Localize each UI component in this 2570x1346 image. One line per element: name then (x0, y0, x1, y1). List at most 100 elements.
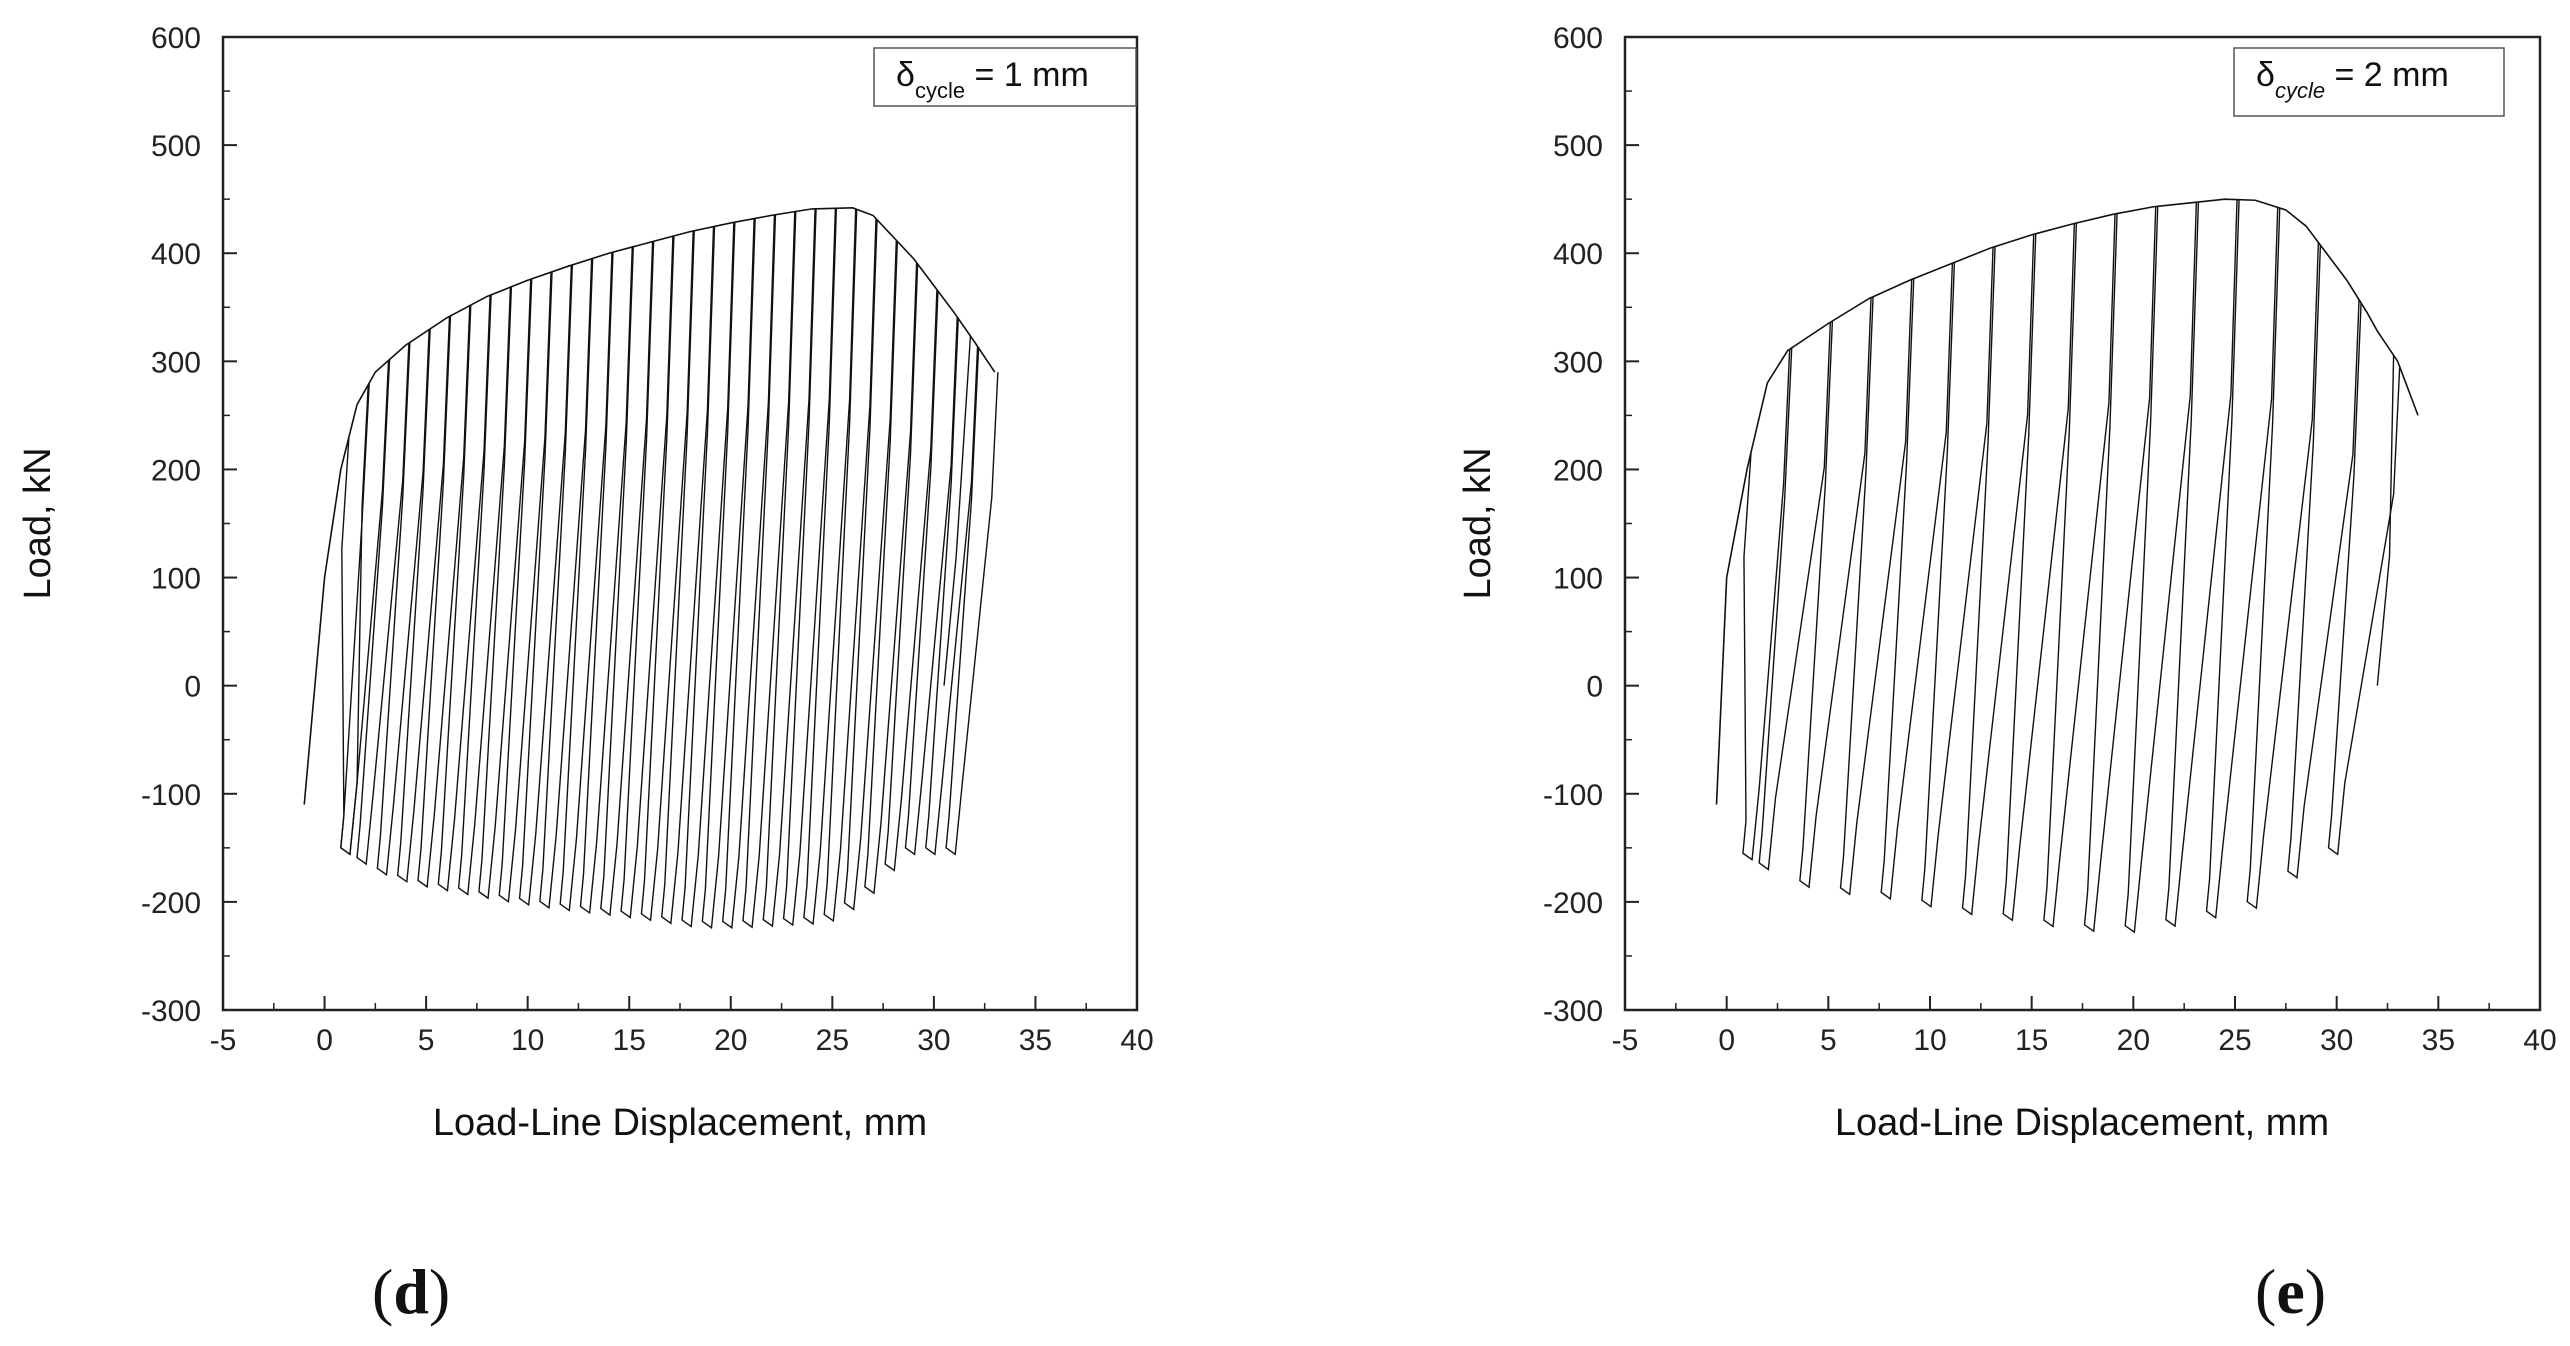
cycle-loop (579, 246, 633, 915)
y-tick-label: -300 (141, 995, 201, 1028)
cycle-loop (559, 252, 613, 912)
final-unload-curve (943, 335, 972, 686)
panel-label-e: (e) (2255, 1256, 2327, 1327)
legend-box (2233, 47, 2505, 117)
y-tick-label: -200 (1543, 887, 1603, 920)
x-axis-title: Load-Line Displacement, mm (433, 1102, 927, 1144)
hysteresis-curves (1715, 198, 2419, 934)
x-tick-label: 5 (1820, 1024, 1837, 1057)
y-tick-label: 100 (151, 563, 201, 596)
cycle-loop (1921, 247, 1994, 908)
y-tick-label: 200 (1553, 454, 1603, 487)
chart-panel-d: -5 0 5 10 15 20 25 30 35 40 -300 -200 -100 0 100 200 300… (17, 22, 1154, 1144)
cycle-loop (620, 236, 674, 919)
cycle-loop (2287, 245, 2360, 879)
cycle-loop (2124, 202, 2198, 934)
cycle-loop (340, 360, 390, 856)
y-tick-label: 0 (184, 671, 201, 704)
cycle-loop (356, 343, 410, 866)
hysteresis-curves (303, 207, 999, 930)
cycle-loop (457, 287, 512, 896)
cycle-loop (762, 208, 816, 928)
x-tick-label: 35 (2422, 1024, 2455, 1057)
x-tick-label: 35 (1019, 1024, 1052, 1057)
cycle-loop (660, 226, 715, 925)
y-axis-title: Load, kN (1457, 447, 1499, 599)
x-tick-label: 10 (1913, 1024, 1946, 1057)
y-tick-label: -300 (1543, 995, 1603, 1028)
y-tick-label: 400 (1553, 238, 1603, 271)
cycle-loop (640, 230, 694, 922)
y-tick-label: 100 (1553, 563, 1603, 596)
y-axis-title: Load, kN (17, 447, 59, 599)
x-tick-label: 15 (613, 1024, 646, 1057)
cycle-loop (681, 222, 735, 928)
cycle-loop (782, 208, 837, 927)
cycle-loop (2246, 208, 2320, 910)
cycle-loop (1742, 349, 1791, 861)
x-tick-label: 30 (2320, 1024, 2353, 1057)
x-tick-label: 20 (2117, 1024, 2150, 1057)
cycle-loop (884, 264, 938, 872)
x-tick-label: 40 (1120, 1024, 1153, 1057)
cycle-loop (498, 272, 552, 903)
cycle-loop (701, 218, 755, 930)
plot-frame (1623, 35, 2542, 1012)
cycle-loop (600, 241, 654, 917)
x-tick-label: 15 (2015, 1024, 2048, 1057)
cycle-loop (925, 318, 979, 856)
x-tick-label: 25 (2218, 1024, 2251, 1057)
cycle-loop (518, 265, 573, 907)
cycle-loop (2083, 206, 2157, 933)
cycle-loop (1758, 322, 1832, 871)
cycle-loop (1961, 234, 2035, 916)
y-tick-label: 400 (151, 238, 201, 271)
x-tick-label: 20 (714, 1024, 747, 1057)
y-tick-label: 0 (1586, 671, 1603, 704)
cycle-loop (843, 219, 898, 911)
chart-panel-e: -5 0 5 10 15 20 25 30 35 40 -300 -200 -100 0 100 200 300… (1457, 22, 2557, 1144)
y-tick-label: 300 (151, 346, 201, 379)
cycle-loop (478, 279, 532, 900)
x-axis-title: Load-Line Displacement, mm (1835, 1102, 2329, 1144)
cycle-loop (742, 211, 796, 929)
cycle-loop (2205, 199, 2279, 919)
cycle-loop (2165, 199, 2238, 928)
cycle-loop (2327, 302, 2401, 856)
cycle-loop (864, 241, 918, 895)
cycle-loop (437, 295, 491, 892)
y-tick-label: -100 (141, 779, 201, 812)
y-tick-label: 200 (151, 454, 201, 487)
cycle-loop (721, 214, 776, 930)
cycle-loop (2043, 213, 2116, 928)
legend-box (873, 47, 1137, 107)
cycle-loop (396, 316, 451, 884)
cycle-loop (417, 305, 471, 889)
x-tick-label: -5 (1612, 1024, 1639, 1057)
final-unload-curve (2376, 355, 2395, 686)
x-tick-label: 0 (1718, 1024, 1735, 1057)
cycle-loop (1839, 279, 1913, 896)
cycle-loop (904, 291, 958, 856)
x-tick-label: 40 (2523, 1024, 2556, 1057)
y-tick-label: 500 (1553, 130, 1603, 163)
envelope-curve (303, 207, 996, 805)
cycle-loop (2002, 223, 2076, 922)
y-tick-label: 600 (1553, 22, 1603, 55)
y-tick-label: -200 (141, 887, 201, 920)
legend-label: δcycle = 1 mm (896, 56, 1089, 103)
panel-label-d: (d) (372, 1256, 451, 1327)
y-tick-label: -100 (1543, 779, 1603, 812)
y-tick-label: 600 (151, 22, 201, 55)
cycle-loop (1799, 297, 1872, 889)
x-tick-label: 10 (511, 1024, 544, 1057)
envelope-curve (1715, 198, 2419, 805)
y-tick-label: 500 (151, 130, 201, 163)
x-tick-label: -5 (210, 1024, 237, 1057)
cycle-loop (539, 258, 593, 910)
x-tick-label: 30 (917, 1024, 950, 1057)
cycle-loop (1880, 263, 1954, 901)
x-tick-label: 0 (316, 1024, 333, 1057)
x-tick-label: 25 (816, 1024, 849, 1057)
